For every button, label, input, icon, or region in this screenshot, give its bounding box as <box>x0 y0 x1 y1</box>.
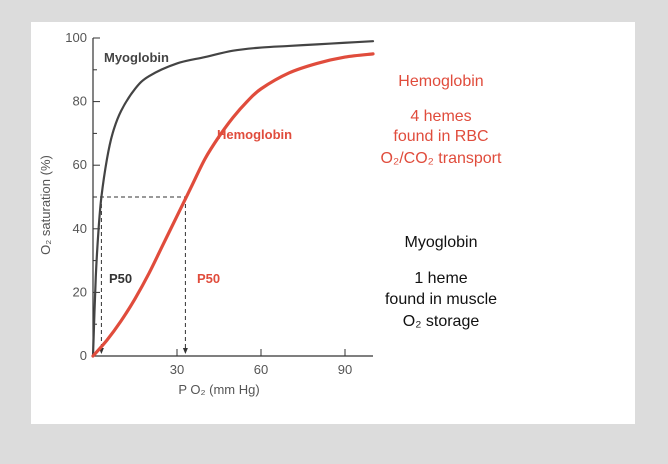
y-tick-label: 80 <box>73 94 87 109</box>
p50-label-hemoglobin: P50 <box>197 271 220 286</box>
myoglobin-note-title: Myoglobin <box>405 234 478 251</box>
y-axis-title: O₂ saturation (%) <box>38 155 53 255</box>
hemoglobin-note-line2: found in RBC <box>393 128 488 145</box>
y-tick-label: 0 <box>80 348 87 363</box>
x-tick-label: 60 <box>254 362 268 377</box>
curves <box>91 40 375 358</box>
figure-card: 0 20 40 60 80 100 30 60 90 Myoglobin Hemoglobin … <box>31 22 635 424</box>
y-tick-label: 60 <box>73 157 87 172</box>
ticks: 0 20 40 60 80 100 30 60 90 <box>65 30 352 377</box>
hemoglobin-curve <box>91 52 375 358</box>
myoglobin-note-line1: 1 heme <box>414 270 467 287</box>
p50-label-myoglobin: P50 <box>109 271 132 286</box>
myoglobin-note-line2: found in muscle <box>385 291 497 308</box>
hemoglobin-note-line1: 4 hemes <box>410 108 471 125</box>
myoglobin-notes: Myoglobin 1 heme found in muscle O₂ stor… <box>385 234 497 330</box>
hemoglobin-note-title: Hemoglobin <box>398 73 483 90</box>
oxygen-dissociation-chart: 0 20 40 60 80 100 30 60 90 Myoglobin Hemoglobin … <box>38 30 502 397</box>
hemoglobin-notes: Hemoglobin 4 hemes found in RBC O₂/CO₂ t… <box>381 73 502 167</box>
y-tick-label: 100 <box>65 30 87 45</box>
curve-label-myoglobin: Myoglobin <box>104 50 169 65</box>
hemoglobin-note-line3: O₂/CO₂ transport <box>381 150 502 167</box>
myoglobin-curve <box>91 40 375 358</box>
p50-arrow <box>182 348 188 354</box>
myoglobin-note-line3: O₂ storage <box>403 313 480 330</box>
x-axis-title: P O₂ (mm Hg) <box>178 382 259 397</box>
x-tick-label: 90 <box>338 362 352 377</box>
y-tick-label: 40 <box>73 221 87 236</box>
x-tick-label: 30 <box>170 362 184 377</box>
y-tick-label: 20 <box>73 284 87 299</box>
curve-label-hemoglobin: Hemoglobin <box>217 127 292 142</box>
